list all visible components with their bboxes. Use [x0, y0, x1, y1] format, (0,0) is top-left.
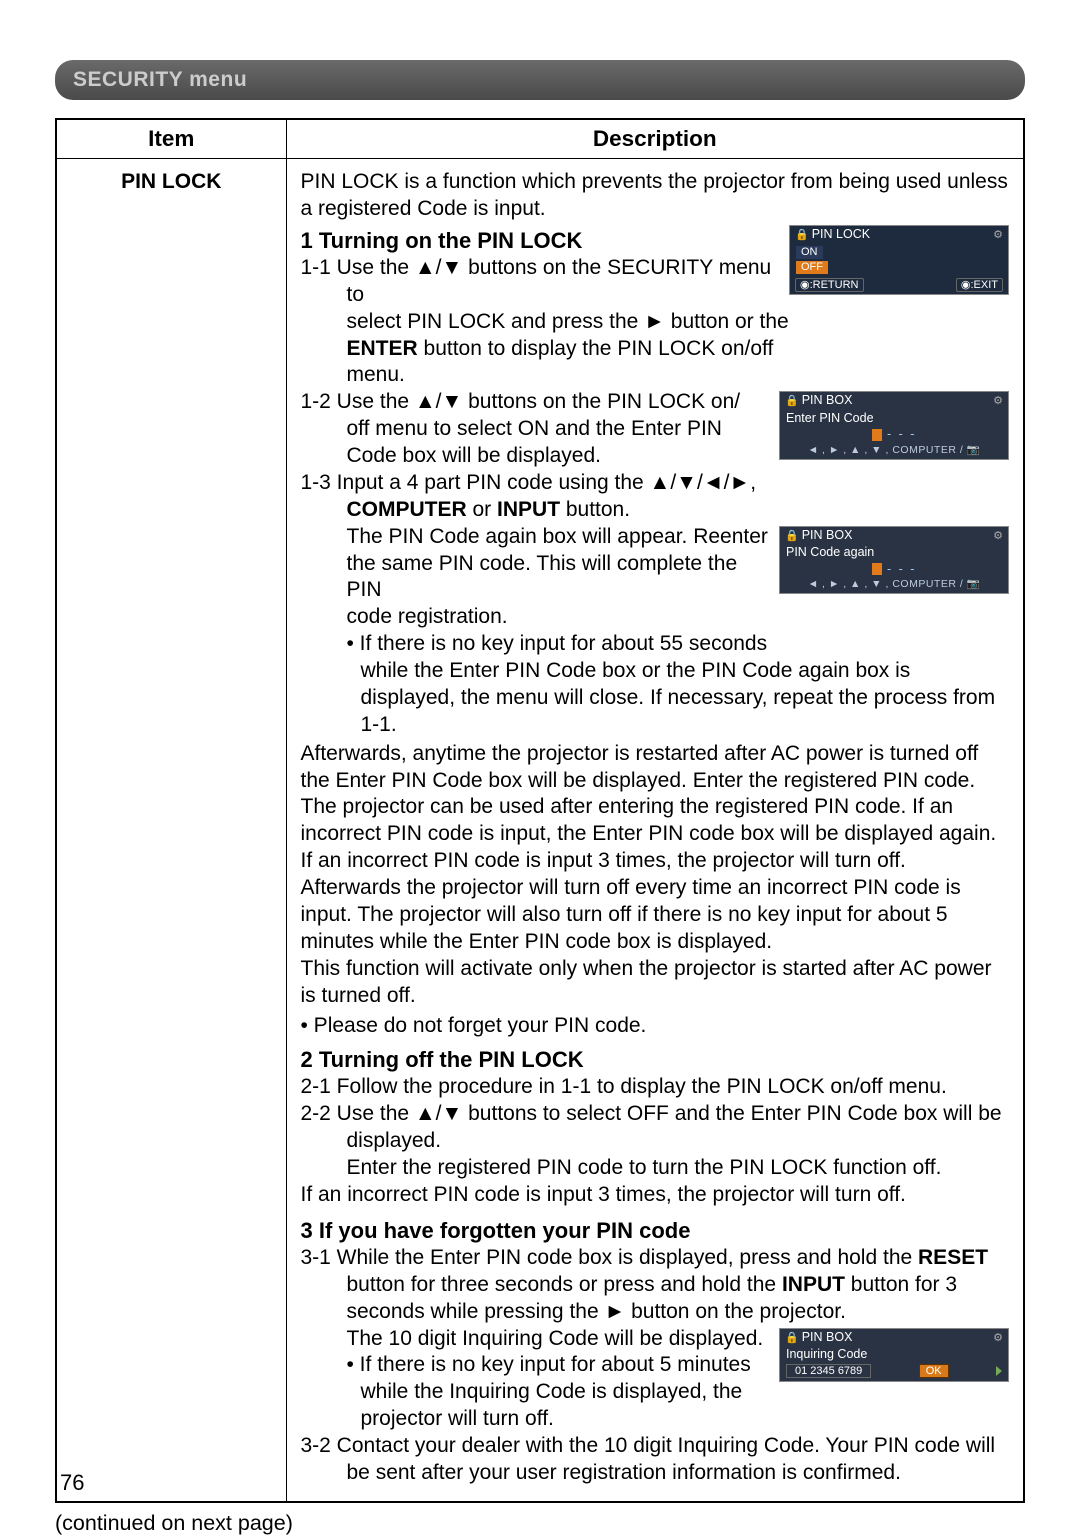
osd-inq-code: 01 2345 6789	[786, 1364, 871, 1379]
s1-bullet2: • Please do not forget your PIN code.	[301, 1013, 1010, 1040]
s1-3a: 1-3 Input a 4 part PIN code using the ▲/…	[301, 470, 1010, 497]
continued-text: (continued on next page)	[55, 1511, 1025, 1536]
osd-pinbox-title2: PIN BOX	[802, 528, 853, 542]
gear-icon	[993, 393, 1003, 408]
s1-1b: select PIN LOCK and press the ► button o…	[301, 309, 1010, 336]
s2-2b: displayed.	[301, 1128, 1010, 1155]
s3-1b: button for three seconds or press and ho…	[301, 1272, 1010, 1299]
osd-pinagain-box: PIN BOX PIN Code again - - - ◄ , ► , ▲ ,…	[779, 526, 1009, 594]
lock-icon	[785, 1330, 802, 1344]
osd-hints: ◄ , ► , ▲ , ▼ , COMPUTER / 📷	[786, 444, 1002, 456]
s2-1: 2-1 Follow the procedure in 1-1 to displ…	[301, 1074, 1010, 1101]
page-number: 76	[60, 1470, 84, 1496]
col-header-item: Item	[56, 119, 286, 159]
lock-icon	[795, 227, 812, 241]
s3-bullet-b: while the Inquiring Code is displayed, t…	[301, 1379, 1010, 1406]
gear-icon	[993, 1330, 1003, 1345]
item-name-cell: PIN LOCK	[56, 159, 286, 1502]
section3-title: 3 If you have forgotten your PIN code	[301, 1217, 1010, 1245]
osd-hints2: ◄ , ► , ▲ , ▼ , COMPUTER / 📷	[786, 578, 1002, 590]
cursor-icon	[872, 563, 882, 575]
col-header-description: Description	[286, 119, 1024, 159]
pin-dashes: - - -	[882, 562, 917, 576]
s1-bullet1a: • If there is no key input for about 55 …	[301, 631, 1010, 658]
osd-pinlock-title: PIN LOCK	[812, 227, 870, 241]
osd-enterpin-label: Enter PIN Code	[786, 411, 1002, 425]
lock-icon	[785, 528, 802, 542]
description-cell: PIN LOCK is a function which prevents th…	[286, 159, 1024, 1502]
s3-2a: 3-2 Contact your dealer with the 10 digi…	[301, 1433, 1010, 1460]
intro-text: PIN LOCK is a function which prevents th…	[301, 169, 1010, 223]
s1-bullet1b: while the Enter PIN Code box or the PIN …	[301, 658, 1010, 739]
osd-return-btn: ◉:RETURN	[795, 278, 864, 293]
osd-pinbox-title: PIN BOX	[802, 393, 853, 407]
osd-inquiring-box: PIN BOX Inquiring Code 01 2345 6789 OK	[779, 1328, 1009, 1383]
s1-3e: code registration.	[301, 604, 1010, 631]
osd-pinlock-box: PIN LOCK ON OFF ◉:RETURN ◉:EXIT	[789, 225, 1009, 296]
s1-after1: Afterwards, anytime the projector is res…	[301, 741, 1010, 956]
security-menu-text: SECURITY menu	[73, 68, 247, 91]
s1-after2: This function will activate only when th…	[301, 956, 1010, 1010]
osd-on-label: ON	[796, 246, 823, 259]
osd-again-label: PIN Code again	[786, 545, 1002, 559]
page: SECURITY menu Item Description PIN LOCK …	[0, 0, 1080, 1536]
osd-off-label: OFF	[796, 261, 828, 274]
security-menu-banner: SECURITY menu	[55, 60, 1025, 100]
s3-bullet-c: projector will turn off.	[301, 1406, 1010, 1433]
arrow-right-icon	[996, 1366, 1002, 1376]
lock-icon	[785, 393, 802, 407]
s1-1d: menu.	[301, 362, 1010, 389]
osd-inq-label: Inquiring Code	[786, 1347, 1002, 1361]
s3-1c: seconds while pressing the ► button on t…	[301, 1299, 1010, 1326]
osd-exit-btn: ◉:EXIT	[956, 278, 1003, 293]
s1-3b: COMPUTER or INPUT button.	[301, 497, 1010, 524]
s1-1c: ENTER button to display the PIN LOCK on/…	[301, 336, 1010, 363]
main-table: Item Description PIN LOCK PIN LOCK is a …	[55, 118, 1025, 1503]
gear-icon	[993, 227, 1003, 242]
gear-icon	[993, 528, 1003, 543]
s2-3: If an incorrect PIN code is input 3 time…	[301, 1182, 1010, 1209]
osd-ok-btn: OK	[919, 1364, 949, 1379]
s3-2b: be sent after your user registration inf…	[301, 1460, 1010, 1487]
s2-2c: Enter the registered PIN code to turn th…	[301, 1155, 1010, 1182]
s3-1a: 3-1 While the Enter PIN code box is disp…	[301, 1245, 1010, 1272]
s2-2a: 2-2 Use the ▲/▼ buttons to select OFF an…	[301, 1101, 1010, 1128]
osd-enterpin-box: PIN BOX Enter PIN Code - - - ◄ , ► , ▲ ,…	[779, 391, 1009, 459]
osd-pinbox-title3: PIN BOX	[802, 1330, 853, 1344]
pin-dashes: - - -	[882, 427, 917, 441]
cursor-icon	[872, 429, 882, 441]
section2-title: 2 Turning off the PIN LOCK	[301, 1046, 1010, 1074]
